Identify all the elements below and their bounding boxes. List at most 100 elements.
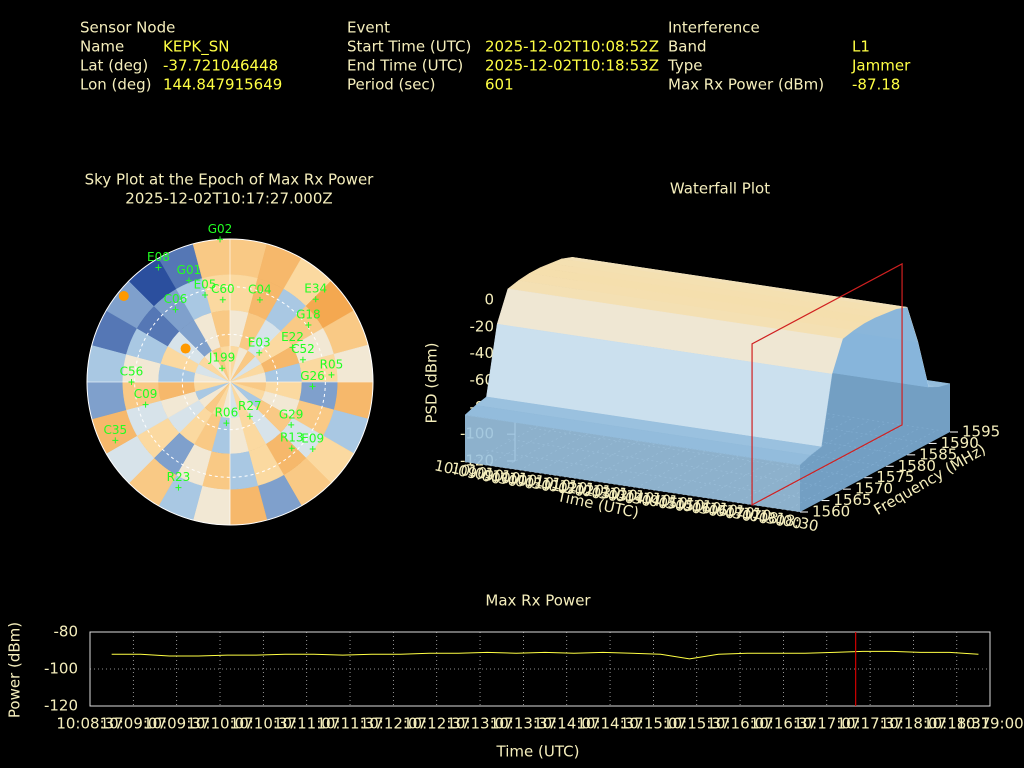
satellite-label: C35	[103, 423, 127, 437]
field-label: End Time (UTC)	[347, 57, 463, 75]
x-tick-label: 10:16:07	[706, 715, 773, 733]
satellite-label: C60	[211, 282, 235, 296]
satellite-marker	[219, 296, 226, 303]
satellite-marker	[256, 296, 263, 303]
satellite-label: R23	[167, 470, 191, 484]
x-tick-label: 10:11:37	[316, 715, 383, 733]
field-label: Type	[667, 57, 702, 75]
satellite-marker	[256, 349, 263, 356]
z-axis-label: PSD (dBm)	[423, 342, 441, 423]
field-value: 2025-12-02T10:18:53Z	[485, 57, 659, 75]
x-tick-label: 10:12:37	[403, 715, 470, 733]
epoch-plane	[751, 262, 903, 506]
frequency-tick-label: 1590	[941, 434, 979, 452]
z-tick-label: -20	[470, 317, 495, 335]
z-tick-label: -60	[470, 371, 495, 389]
power-line	[111, 650, 979, 660]
x-tick-label: 10:16:37	[750, 715, 817, 733]
y-tick-label: -80	[54, 623, 79, 641]
x-tick-label: 10:15:37	[663, 715, 730, 733]
satellite-marker	[172, 306, 179, 313]
field-label: Band	[668, 38, 707, 56]
satellite-marker	[217, 236, 224, 243]
field-label: Name	[80, 38, 124, 56]
field-value: -37.721046448	[163, 57, 278, 75]
field-label: Max Rx Power (dBm)	[668, 76, 824, 94]
x-tick-label: 10:09:07	[100, 715, 167, 733]
satellite-label: E22	[281, 330, 304, 344]
field-value: 144.847915649	[163, 76, 282, 94]
x-tick-label: 10:14:07	[533, 715, 600, 733]
frequency-tick-label: 1570	[855, 480, 893, 498]
field-value: KEPK_SN	[163, 38, 229, 57]
satellite-marker	[328, 371, 335, 378]
satellite-label: R05	[320, 357, 344, 371]
sky-title: Sky Plot at the Epoch of Max Rx Power	[85, 171, 375, 189]
field-value: 601	[485, 76, 514, 94]
field-label: Lat (deg)	[80, 57, 148, 75]
power-title: Max Rx Power	[485, 592, 591, 610]
x-tick-label: 10:12:07	[360, 715, 427, 733]
psd-end-wall	[800, 307, 950, 512]
satellite-label: R27	[238, 399, 262, 413]
field-label: Lon (deg)	[80, 76, 152, 94]
satellite-marker	[175, 484, 182, 491]
satellite-label: C06	[164, 292, 188, 306]
interference-marker	[118, 291, 129, 302]
frequency-tick-label: 1580	[898, 457, 936, 475]
satellite-marker	[305, 322, 312, 329]
section-title: Sensor Node	[80, 19, 175, 37]
frequency-tick-label: 1595	[962, 423, 1000, 441]
satellite-label: J199	[208, 351, 235, 365]
satellite-marker	[309, 445, 316, 452]
satellite-marker	[112, 437, 119, 444]
x-tick-label: 10:08:37	[56, 715, 123, 733]
field-label: Start Time (UTC)	[347, 38, 471, 56]
satellite-label: G18	[296, 308, 321, 322]
satellite-marker	[128, 379, 135, 385]
satellite-marker	[312, 296, 319, 303]
satellite-label: R13	[280, 431, 304, 445]
x-tick-label: 10:19:00	[956, 715, 1023, 733]
x-tick-label: 10:17:37	[836, 715, 903, 733]
x-tick-label: 10:17:07	[793, 715, 860, 733]
x-tick-label: 10:09:37	[143, 715, 210, 733]
satellite-label: G02	[208, 222, 233, 236]
interference-marker	[180, 343, 191, 354]
satellite-marker	[155, 264, 162, 271]
z-tick-label: -40	[470, 344, 495, 362]
satellite-label: C04	[248, 282, 272, 296]
satellite-marker	[246, 413, 253, 420]
field-label: Period (sec)	[347, 76, 436, 94]
satellite-label: G01	[177, 263, 202, 277]
satellite-label: R06	[215, 406, 239, 420]
x-tick-label: 10:18:07	[880, 715, 947, 733]
x-tick-label: 10:11:07	[273, 715, 340, 733]
satellite-label: E08	[147, 250, 170, 264]
x-tick-label: 10:15:07	[620, 715, 687, 733]
power-y-label: Power (dBm)	[6, 622, 24, 718]
plot-frame	[89, 631, 991, 707]
x-tick-label: 10:13:07	[446, 715, 513, 733]
x-tick-label: 10:13:37	[490, 715, 557, 733]
z-tick-label: 0	[484, 291, 494, 309]
y-tick-label: -100	[44, 660, 78, 678]
floor-grid-line	[464, 461, 801, 513]
section-title: Interference	[668, 19, 760, 37]
field-value: L1	[852, 38, 870, 56]
waterfall-title: Waterfall Plot	[670, 180, 770, 198]
satellite-marker	[289, 344, 296, 351]
satellite-marker	[185, 277, 192, 284]
satellite-marker	[223, 420, 230, 427]
field-value: -87.18	[852, 76, 900, 94]
frequency-tick-label: 1565	[833, 491, 871, 509]
sky-subtitle: 2025-12-02T10:17:27.000Z	[125, 190, 332, 208]
satellite-label: E34	[304, 282, 327, 296]
frequency-tick-label: 1560	[812, 503, 850, 521]
satellite-marker	[142, 401, 149, 408]
x-tick-label: 10:10:07	[186, 715, 253, 733]
satellite-marker	[288, 445, 295, 452]
psd-front-wall	[465, 415, 800, 512]
frequency-tick-label: 1575	[876, 468, 914, 486]
